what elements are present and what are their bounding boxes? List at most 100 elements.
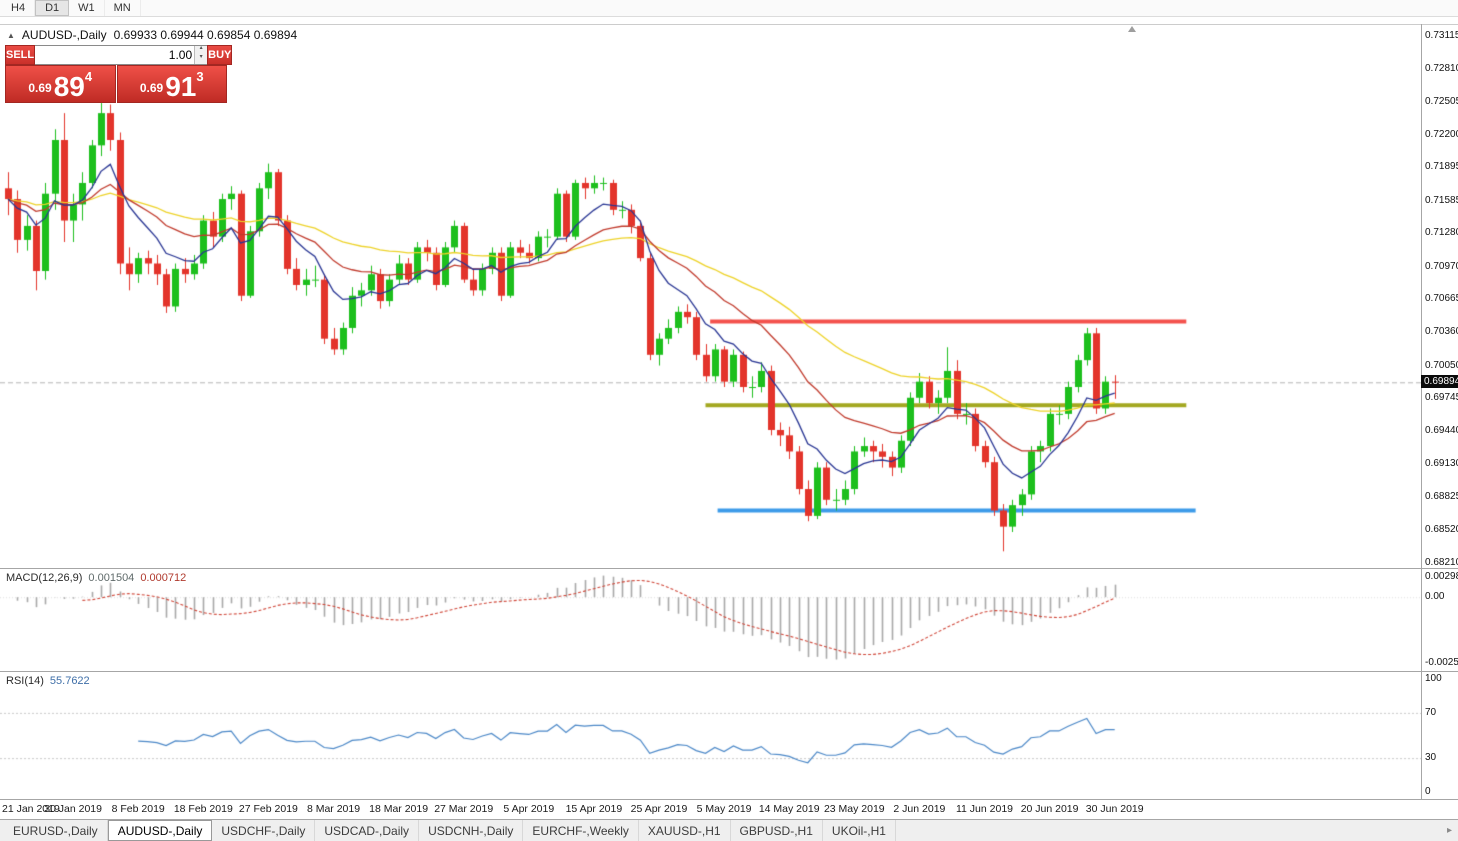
time-axis-label: 20 Jun 2019 xyxy=(1020,803,1079,815)
timeframe-button-w1[interactable]: W1 xyxy=(69,0,105,16)
volume-decrease-icon[interactable]: ▾ xyxy=(195,54,208,64)
buy-button[interactable]: BUY xyxy=(207,45,233,65)
pane-separator-rsi[interactable] xyxy=(0,671,1458,672)
price-tick: 0.71585 xyxy=(1425,194,1458,206)
time-axis-label: 27 Feb 2019 xyxy=(238,803,298,815)
chart-tab-eurusd-daily[interactable]: EURUSD-,Daily xyxy=(4,820,108,841)
price-tick: 0.70665 xyxy=(1425,293,1458,305)
chart-tab-audusd-daily[interactable]: AUDUSD-,Daily xyxy=(107,820,213,841)
volume-input[interactable] xyxy=(35,46,195,64)
time-axis-label: 18 Feb 2019 xyxy=(173,803,233,815)
time-axis-label: 5 Apr 2019 xyxy=(503,803,555,815)
sell-price-button[interactable]: 0.69 89 4 xyxy=(5,65,116,103)
chart-window: ▲ AUDUSD-,Daily 0.69933 0.69944 0.69854 … xyxy=(0,17,1458,841)
macd-main-value: 0.001504 xyxy=(88,572,135,584)
price-tick: 0.72200 xyxy=(1425,128,1458,140)
chart-tab-xauusd-h1[interactable]: XAUUSD-,H1 xyxy=(639,820,731,841)
price-tick: 0.71895 xyxy=(1425,161,1458,173)
timeframe-button-h4[interactable]: H4 xyxy=(2,0,36,16)
price-tick: 0.72810 xyxy=(1425,63,1458,75)
price-tick: 0.70360 xyxy=(1425,326,1458,338)
timeframe-button-mn[interactable]: MN xyxy=(105,0,141,16)
buy-price-big: 91 xyxy=(165,71,197,103)
chart-shift-marker-icon[interactable] xyxy=(1128,26,1136,32)
time-axis-label: 8 Mar 2019 xyxy=(306,803,361,815)
price-tick: 0.68210 xyxy=(1425,557,1458,569)
price-tick: 0.73115 xyxy=(1425,30,1458,42)
time-axis-label: 14 May 2019 xyxy=(758,803,820,815)
chart-tab-eurchf-weekly[interactable]: EURCHF-,Weekly xyxy=(523,820,639,841)
volume-spinner: ▴ ▾ xyxy=(194,45,208,64)
one-click-trading-panel: SELL ▴ ▾ BUY 0.69 89 4 0.69 xyxy=(5,45,233,103)
buy-price-prefix: 0.69 xyxy=(139,81,164,95)
price-tick: 0.69130 xyxy=(1425,458,1458,470)
rsi-tick: 30 xyxy=(1425,752,1437,764)
one-click-toggle-icon[interactable]: ▲ xyxy=(7,30,15,40)
macd-signal-value: 0.000712 xyxy=(140,572,187,584)
macd-label: MACD(12,26,9) 0.001504 0.000712 xyxy=(6,572,186,584)
sell-price-prefix: 0.69 xyxy=(28,81,52,95)
time-axis-label: 25 Apr 2019 xyxy=(630,803,688,815)
chart-tab-ukoil-h1[interactable]: UKOil-,H1 xyxy=(823,820,896,841)
price-tick: 0.69440 xyxy=(1425,425,1458,437)
rsi-tick: 100 xyxy=(1425,673,1442,684)
axis-separator xyxy=(0,799,1458,800)
price-tick: 0.72505 xyxy=(1425,95,1458,107)
rsi-tick: 0 xyxy=(1425,786,1431,797)
time-axis-label: 11 Jun 2019 xyxy=(955,803,1014,815)
buy-price-sup: 3 xyxy=(196,69,204,84)
chart-title: ▲ AUDUSD-,Daily 0.69933 0.69944 0.69854 … xyxy=(7,28,297,42)
timeframe-toolbar: H4 D1 W1 MN xyxy=(0,0,1458,17)
current-price-badge: 0.69894 xyxy=(1421,375,1458,389)
macd-tick: 0.00298 xyxy=(1425,571,1458,582)
time-axis-label: 30 Jun 2019 xyxy=(1085,803,1144,815)
price-tick: 0.68825 xyxy=(1425,491,1458,503)
macd-scale[interactable]: 0.00298 0.00 -0.00252 xyxy=(1422,569,1458,671)
time-axis-label: 27 Mar 2019 xyxy=(434,803,494,815)
rsi-scale[interactable]: 100 70 30 0 xyxy=(1422,672,1458,799)
time-axis-label: 21 Jan 2019 xyxy=(2,803,60,815)
macd-name: MACD(12,26,9) xyxy=(6,572,83,584)
time-axis-label: 18 Mar 2019 xyxy=(369,803,429,815)
price-chart-canvas[interactable] xyxy=(0,24,1421,568)
timeframe-button-d1[interactable]: D1 xyxy=(35,0,70,16)
chart-tab-usdcnh-daily[interactable]: USDCNH-,Daily xyxy=(419,820,524,841)
price-scale[interactable]: 0.73115 0.72810 0.72505 0.72200 0.71895 0.715… xyxy=(1422,24,1458,568)
rsi-tick: 70 xyxy=(1425,706,1437,718)
macd-tick: 0.00 xyxy=(1425,591,1445,603)
chart-tab-bar: EURUSD-,Daily AUDUSD-,Daily USDCHF-,Daily U… xyxy=(0,819,1458,841)
chart-tab-gbpusd-h1[interactable]: GBPUSD-,H1 xyxy=(731,820,823,841)
tab-scroll-right-icon[interactable]: ▸ xyxy=(1446,825,1452,836)
price-tick: 0.68520 xyxy=(1425,523,1458,535)
sell-button[interactable]: SELL xyxy=(5,45,36,65)
price-tick: 0.69745 xyxy=(1425,392,1458,404)
time-axis-label: 30 Jan 2019 xyxy=(44,803,102,815)
rsi-indicator-canvas[interactable] xyxy=(0,672,1421,799)
pane-separator-macd[interactable] xyxy=(0,568,1458,569)
sell-price-big: 89 xyxy=(53,71,85,103)
time-axis-label: 23 May 2019 xyxy=(823,803,885,815)
symbol-timeframe-label: AUDUSD-,Daily xyxy=(21,28,107,42)
time-axis-label: 8 Feb 2019 xyxy=(111,803,165,815)
time-axis-label: 5 May 2019 xyxy=(696,803,752,815)
price-scale-border xyxy=(1421,24,1422,800)
price-tick: 0.70050 xyxy=(1425,359,1458,371)
chart-tab-usdchf-daily[interactable]: USDCHF-,Daily xyxy=(212,820,316,841)
rsi-name: RSI(14) xyxy=(6,675,44,687)
volume-box: ▴ ▾ xyxy=(35,45,208,65)
ohlc-values: 0.69933 0.69944 0.69854 0.69894 xyxy=(113,28,298,42)
time-axis-label: 2 Jun 2019 xyxy=(893,803,946,815)
price-tick: 0.71280 xyxy=(1425,227,1458,239)
rsi-label: RSI(14) 55.7622 xyxy=(6,675,90,687)
rsi-value: 55.7622 xyxy=(49,675,90,687)
buy-price-button[interactable]: 0.69 91 3 xyxy=(116,65,227,103)
time-axis-label: 15 Apr 2019 xyxy=(565,803,623,815)
price-tick: 0.70970 xyxy=(1425,260,1458,272)
volume-increase-icon[interactable]: ▴ xyxy=(195,45,208,55)
sell-price-sup: 4 xyxy=(84,69,93,84)
chart-tab-usdcad-daily[interactable]: USDCAD-,Daily xyxy=(315,820,420,841)
macd-indicator-canvas[interactable] xyxy=(0,569,1421,671)
time-axis[interactable]: 21 Jan 2019 30 Jan 2019 8 Feb 2019 18 Feb 2… xyxy=(0,800,1421,819)
macd-tick: -0.00252 xyxy=(1425,657,1458,668)
